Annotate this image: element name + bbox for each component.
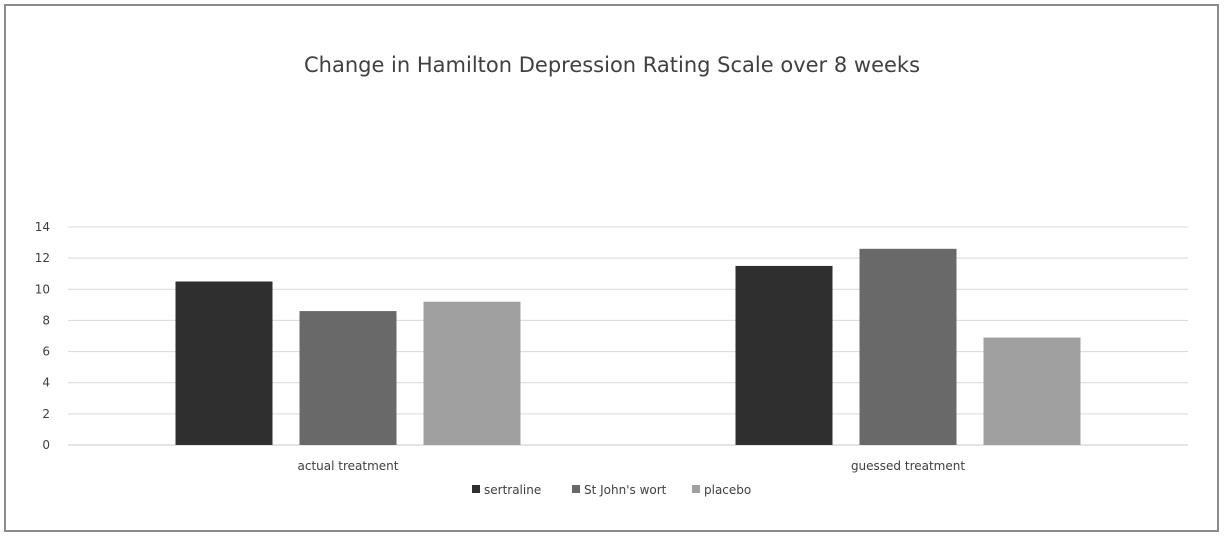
y-tick-label: 10: [35, 282, 50, 296]
bar-st-john-s-wort-1: [859, 248, 957, 445]
y-tick-label: 8: [42, 313, 50, 327]
y-tick-label: 14: [35, 220, 50, 234]
bar-placebo-0: [423, 301, 521, 445]
legend-label: St John's wort: [584, 483, 667, 497]
category-labels: actual treatment guessed treatment: [298, 459, 966, 473]
category-label: guessed treatment: [851, 459, 965, 473]
bar-st-john-s-wort-0: [299, 311, 397, 445]
legend-label: placebo: [704, 483, 751, 497]
y-tick-label: 0: [42, 438, 50, 452]
legend-swatch: [572, 485, 580, 493]
y-tick-label: 12: [35, 251, 50, 265]
legend: sertraline St John's wort placebo: [472, 483, 751, 497]
bar-sertraline-1: [735, 265, 833, 445]
bar-sertraline-0: [175, 281, 273, 445]
bar-placebo-1: [983, 337, 1081, 445]
bars: [175, 248, 1081, 445]
legend-label: sertraline: [484, 483, 541, 497]
legend-swatch: [692, 485, 700, 493]
y-tick-label: 2: [42, 407, 50, 421]
legend-swatch: [472, 485, 480, 493]
chart-title: Change in Hamilton Depression Rating Sca…: [304, 53, 920, 77]
y-axis-ticks: 0 2 4 6 8 10 12 14: [35, 220, 50, 452]
category-label: actual treatment: [298, 459, 399, 473]
y-tick-label: 4: [42, 376, 50, 390]
y-tick-label: 6: [42, 345, 50, 359]
